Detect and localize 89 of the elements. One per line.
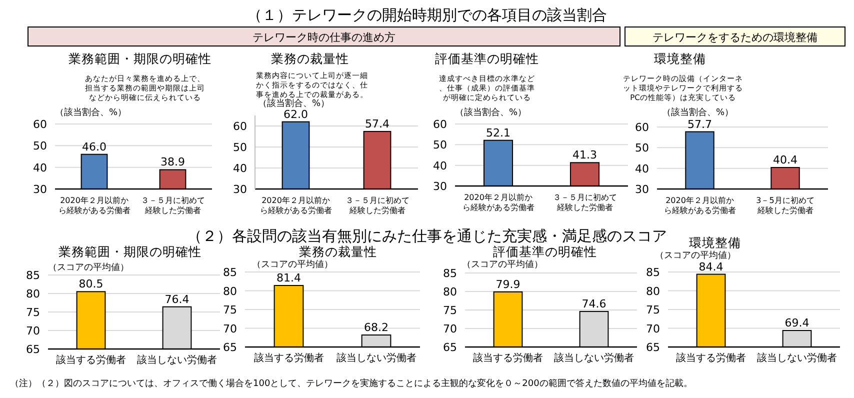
y-axis-title: （該当割合、%） — [455, 107, 527, 118]
y-tick-label: 70 — [443, 322, 457, 336]
y-tick-label: 50 — [233, 141, 247, 154]
text: （１）テレワークの開始時期別での各項目の該当割合 — [247, 6, 607, 24]
x-tick-label: 該当する労働者 — [473, 352, 543, 364]
y-tick-label: 65 — [223, 341, 237, 354]
x-tick-label: 該当しない労働者 — [757, 352, 837, 364]
y-tick-label: 30 — [635, 183, 649, 196]
y-tick-label: 80 — [223, 284, 237, 298]
y-tick-label: 40 — [635, 162, 649, 176]
chart-title: 環境整備 — [654, 51, 706, 66]
data-label: 80.5 — [78, 278, 104, 291]
data-label: 52.1 — [486, 126, 510, 140]
data-label: 40.4 — [773, 154, 798, 167]
data-label: 79.9 — [496, 278, 520, 291]
x-tick-label: 2020年２月以前から経験がある労働者 — [260, 196, 332, 215]
text: （注）（２）図のスコアについては、オフィスで働く場合を100として、テレワークを実施することによる主観的な変化を０～200の範囲で答えた数値の平均値を記載。 — [10, 378, 692, 389]
y-tick-label: 60 — [635, 121, 649, 134]
y-axis-title: （スコアの平均値） — [252, 259, 333, 270]
y-axis-title: （スコアの平均値） — [462, 259, 543, 270]
y-tick-label: 85 — [223, 266, 237, 279]
y-tick-label: 80 — [646, 284, 660, 298]
data-label: 38.9 — [160, 156, 185, 169]
y-tick-label: 30 — [433, 180, 447, 193]
y-tick-label: 65 — [443, 341, 457, 354]
x-tick-label: 該当する労働者 — [56, 354, 126, 366]
y-tick-label: 85 — [646, 266, 660, 279]
x-tick-label: 3－5月に初めて経験した労働者 — [756, 196, 814, 215]
y-tick-label: 75 — [646, 304, 660, 316]
y-tick-label: 70 — [26, 324, 40, 338]
data-label: 69.4 — [784, 316, 810, 330]
chart-title: 業務範囲・期限の明確性 — [58, 244, 202, 259]
y-tick-label: 40 — [433, 159, 447, 172]
x-tick-label: 該当しない労働者 — [137, 354, 217, 366]
data-label: 76.4 — [164, 292, 190, 306]
chart-title: 環境整備 — [689, 235, 741, 250]
y-axis-title: （スコアの平均値） — [48, 262, 129, 273]
y-axis-title: （スコアの平均値） — [655, 250, 736, 261]
y-tick-label: 75 — [443, 304, 457, 317]
text: テレワークをするための環境整備 — [652, 31, 818, 44]
y-tick-label: 75 — [223, 304, 237, 316]
y-tick-label: 85 — [443, 267, 457, 280]
y-axis-title: （該当割合、%） — [662, 107, 734, 118]
x-tick-label: ３－５月に初めて経験した労働者 — [345, 196, 410, 215]
y-tick-label: 30 — [233, 183, 247, 196]
data-label: 84.4 — [698, 260, 724, 274]
data-label: 68.2 — [364, 321, 388, 334]
x-tick-label: ３－５月に初めて経験した労働者 — [140, 196, 205, 215]
y-tick-label: 60 — [233, 120, 247, 133]
y-axis-title: （該当割合、%） — [55, 107, 127, 118]
data-label: 74.6 — [582, 297, 606, 310]
x-tick-label: 2020年２月以前から経験がある労働者 — [58, 196, 130, 215]
x-tick-label: 2020年２月以前から経験がある労働者 — [462, 193, 534, 212]
data-label: 62.0 — [284, 108, 308, 121]
y-tick-label: 70 — [646, 322, 660, 336]
y-tick-label: 50 — [33, 140, 47, 153]
data-label: 57.4 — [365, 117, 390, 130]
y-tick-label: 80 — [26, 288, 40, 300]
data-label: 57.7 — [688, 118, 712, 131]
y-tick-label: 80 — [443, 286, 457, 298]
y-tick-label: 65 — [646, 341, 660, 354]
chart-title: 評価基準の明確性 — [493, 244, 597, 259]
y-tick-label: 60 — [433, 118, 447, 131]
x-tick-label: 2020年２月以前から経験がある労働者 — [664, 196, 736, 215]
chart-title: 業務の裁量性 — [271, 51, 349, 66]
x-tick-label: 該当する労働者 — [676, 352, 746, 364]
y-axis-title: （該当割合、%） — [258, 98, 330, 109]
chart-title: 業務範囲・期限の明確性 — [68, 51, 212, 66]
data-label: 81.4 — [276, 272, 301, 284]
y-tick-label: 75 — [26, 306, 40, 319]
y-tick-label: 50 — [433, 138, 447, 152]
x-tick-label: 該当する労働者 — [254, 352, 324, 364]
x-tick-label: 該当しない労働者 — [336, 352, 416, 364]
chart-title: 評価基準の明確性 — [435, 51, 539, 66]
y-tick-label: 85 — [26, 269, 40, 282]
data-label: 41.3 — [572, 148, 597, 162]
text: テレワーク時の仕事の進め方 — [252, 31, 396, 44]
text: （２）各設問の該当有無別にみた仕事を通じた充実感・満足感のスコア — [187, 227, 667, 245]
x-tick-label: ３－５月に初めて経験した労働者 — [552, 193, 617, 212]
y-tick-label: 70 — [223, 322, 237, 336]
data-label: 46.0 — [82, 140, 106, 154]
y-tick-label: 40 — [33, 161, 47, 174]
x-tick-label: 該当しない労働者 — [554, 352, 634, 364]
y-tick-label: 65 — [26, 343, 40, 356]
y-tick-label: 30 — [33, 183, 47, 196]
y-tick-label: 40 — [233, 162, 247, 175]
y-tick-label: 60 — [33, 118, 47, 131]
chart-title: 業務の裁量性 — [299, 244, 377, 259]
y-tick-label: 50 — [635, 142, 649, 155]
